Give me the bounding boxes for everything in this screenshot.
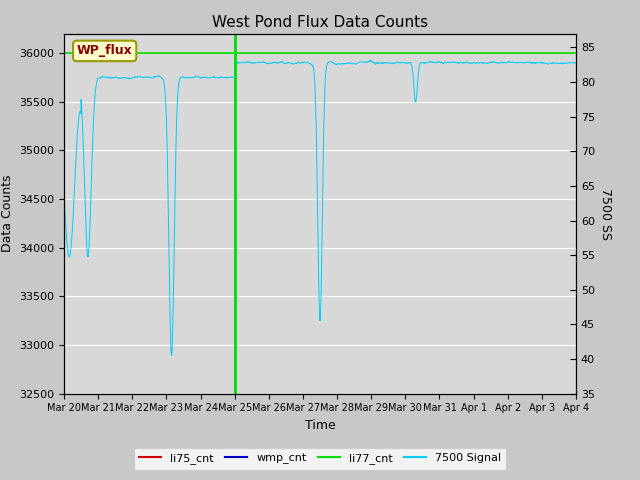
Text: WP_flux: WP_flux: [77, 44, 132, 58]
Y-axis label: 7500 SS: 7500 SS: [598, 188, 612, 240]
Title: West Pond Flux Data Counts: West Pond Flux Data Counts: [212, 15, 428, 30]
X-axis label: Time: Time: [305, 419, 335, 432]
Y-axis label: Data Counts: Data Counts: [1, 175, 13, 252]
Legend: li75_cnt, wmp_cnt, li77_cnt, 7500 Signal: li75_cnt, wmp_cnt, li77_cnt, 7500 Signal: [134, 448, 506, 469]
